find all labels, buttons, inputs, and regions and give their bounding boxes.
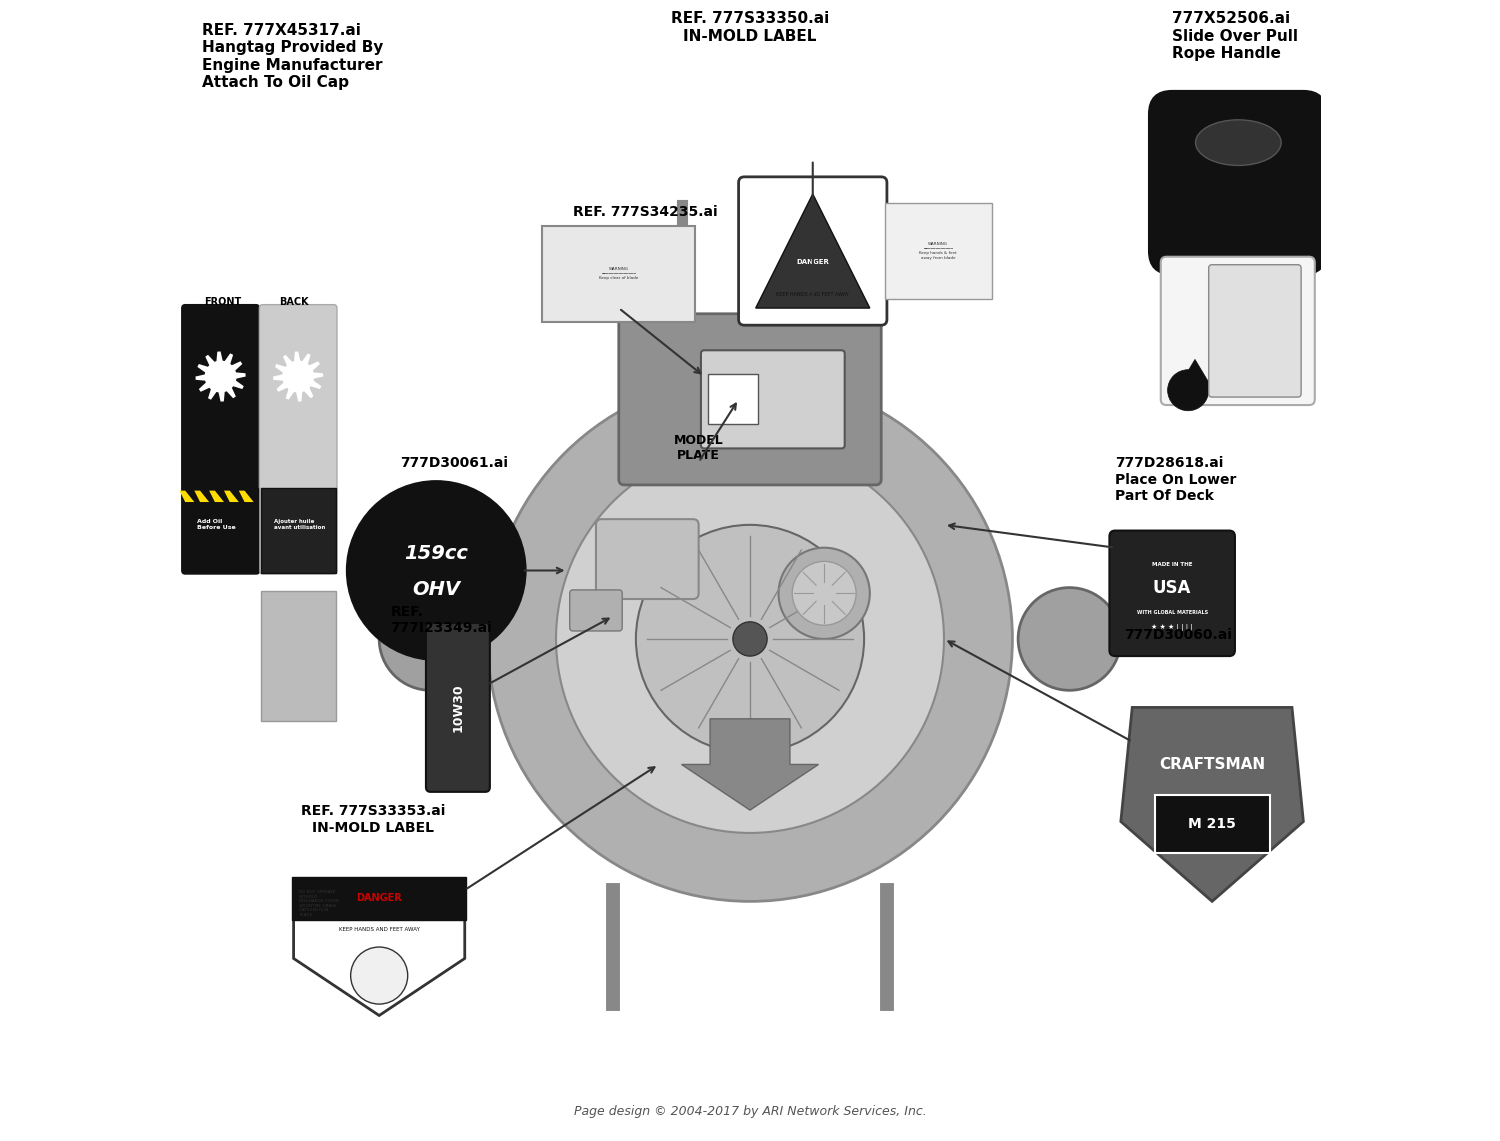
Text: Añadir aceite
antes de usar: Añadir aceite antes de usar [204,707,246,718]
FancyBboxPatch shape [426,623,490,792]
Text: DANGER: DANGER [357,893,402,903]
Polygon shape [195,491,208,502]
Text: KEEP HANDS AND FEET AWAY: KEEP HANDS AND FEET AWAY [339,928,420,932]
FancyBboxPatch shape [260,305,338,574]
Circle shape [1019,588,1120,690]
Circle shape [556,445,944,833]
Polygon shape [195,351,246,402]
Text: 10W30: 10W30 [452,683,465,731]
FancyBboxPatch shape [1209,265,1300,397]
FancyBboxPatch shape [261,488,336,573]
Circle shape [792,561,856,625]
FancyBboxPatch shape [738,177,886,325]
Text: BACK: BACK [279,297,309,307]
Text: CRAFTSMAN: CRAFTSMAN [1160,756,1264,772]
Polygon shape [224,491,238,502]
Circle shape [734,622,766,656]
FancyBboxPatch shape [1155,795,1270,853]
Polygon shape [273,351,324,402]
FancyBboxPatch shape [182,305,260,574]
Circle shape [778,548,870,639]
Text: REF. 777S34235.ai: REF. 777S34235.ai [573,205,718,219]
Text: ★ ★ ★ | | | |: ★ ★ ★ | | | | [1152,624,1192,631]
Text: Ajouter huile
avant utilisation: Ajouter huile avant utilisation [274,519,326,529]
FancyBboxPatch shape [183,488,258,573]
FancyBboxPatch shape [700,350,844,448]
Text: WARNING
──────────────
Keep clear of blade: WARNING ────────────── Keep clear of bla… [598,267,639,281]
Text: WARNING
────────────
Keep hands & feet
away from blade: WARNING ──────────── Keep hands & feet a… [920,242,957,260]
Text: 159cc: 159cc [405,544,468,563]
Text: FRONT: FRONT [204,297,242,307]
Polygon shape [681,719,819,810]
Polygon shape [1120,707,1304,901]
Circle shape [351,947,408,1004]
Text: MADE IN THE: MADE IN THE [1152,563,1192,567]
Text: DANGER: DANGER [796,259,830,266]
Polygon shape [294,879,465,1015]
Text: REF. 777X45317.ai
Hangtag Provided By
Engine Manufacturer
Attach To Oil Cap: REF. 777X45317.ai Hangtag Provided By En… [202,23,384,90]
Text: 777D30061.ai: 777D30061.ai [399,456,507,470]
Polygon shape [1178,359,1212,388]
Circle shape [1167,370,1209,411]
Text: Page design © 2004-2017 by ARI Network Services, Inc.: Page design © 2004-2017 by ARI Network S… [573,1106,927,1118]
Text: REF. 777S33350.ai
IN-MOLD LABEL: REF. 777S33350.ai IN-MOLD LABEL [670,11,830,43]
FancyBboxPatch shape [292,877,466,920]
Circle shape [346,482,525,659]
FancyBboxPatch shape [596,519,699,599]
FancyBboxPatch shape [1161,257,1316,405]
Text: M 215: M 215 [1188,817,1236,831]
Polygon shape [180,491,195,502]
Text: MODEL
PLATE: MODEL PLATE [674,434,723,462]
FancyBboxPatch shape [620,314,880,485]
FancyBboxPatch shape [1149,91,1326,274]
Text: OHV: OHV [413,581,460,599]
Text: USA: USA [1154,578,1191,597]
FancyBboxPatch shape [708,374,758,424]
FancyBboxPatch shape [570,590,622,631]
Text: REF.
777I23349.ai: REF. 777I23349.ai [390,605,492,634]
Text: KEEP HANDS AND FEET AWAY: KEEP HANDS AND FEET AWAY [777,292,849,297]
Text: 777D30060.ai: 777D30060.ai [1124,628,1232,641]
Polygon shape [209,491,224,502]
Text: WITH GLOBAL MATERIALS: WITH GLOBAL MATERIALS [1137,610,1208,615]
Text: REF. 777S33353.ai
IN-MOLD LABEL: REF. 777S33353.ai IN-MOLD LABEL [302,804,446,834]
Polygon shape [756,194,870,308]
Text: 777D28618.ai
Place On Lower
Part Of Deck: 777D28618.ai Place On Lower Part Of Deck [1114,456,1236,503]
Polygon shape [238,491,254,502]
Circle shape [488,377,1012,901]
Text: A: A [669,560,831,763]
FancyBboxPatch shape [1110,531,1234,656]
FancyBboxPatch shape [261,591,336,721]
Text: DO NOT OPERATE
WITHOUT
DISCHARGE COVER
OR ENTIRE GRASS
CATCHER IS IN
PLACE.: DO NOT OPERATE WITHOUT DISCHARGE COVER O… [300,890,339,917]
FancyBboxPatch shape [885,203,992,299]
Text: 777X52506.ai
Slide Over Pull
Rope Handle: 777X52506.ai Slide Over Pull Rope Handle [1172,11,1298,62]
Ellipse shape [1196,120,1281,165]
FancyBboxPatch shape [543,226,694,322]
Text: Add Oil
Before Use: Add Oil Before Use [196,519,236,529]
Circle shape [380,588,482,690]
Circle shape [636,525,864,753]
